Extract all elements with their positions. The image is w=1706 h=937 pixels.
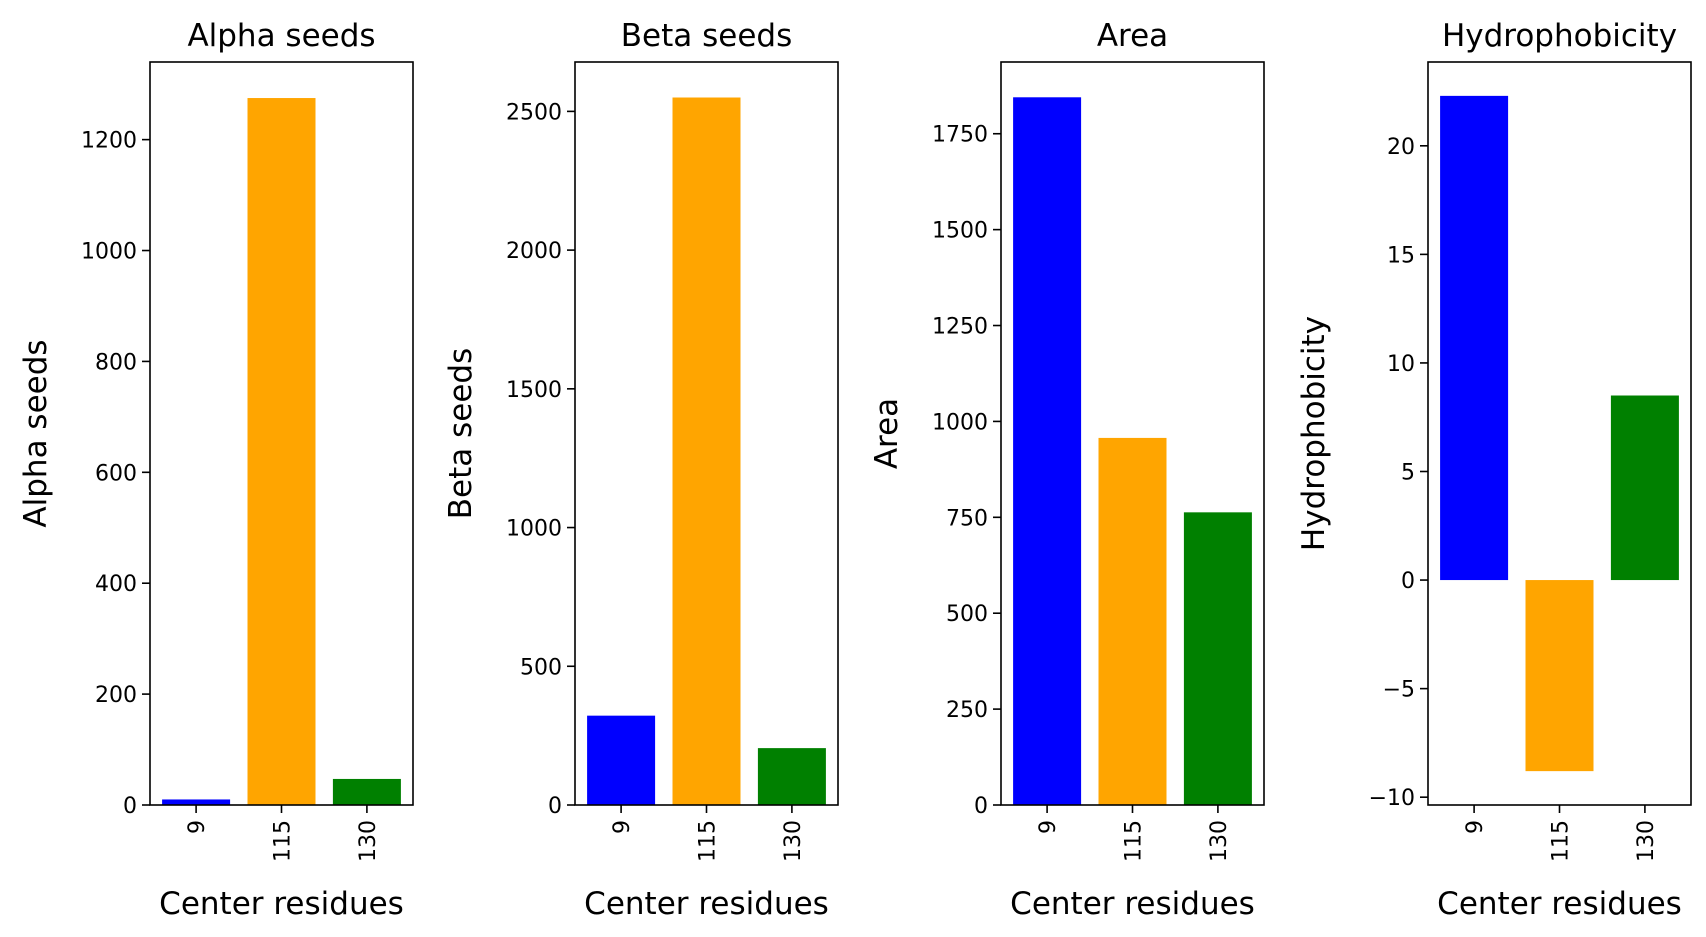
subplot-hydrophobicity: Hydrophobicity Center residues Hydrophob…	[1296, 18, 1692, 922]
x-axis-label: Center residues	[1010, 886, 1255, 922]
subplot-beta-seeds: Beta seeds Center residues Beta seeds 0 5…	[443, 18, 839, 922]
y-tick-label: 0	[974, 794, 988, 819]
y-tick-label: 1000	[506, 517, 562, 542]
subplot-area: Area Center residues Area 0 250 500 750 1000…	[869, 18, 1265, 922]
y-tick-label: 0	[123, 794, 137, 819]
y-tick-label: 200	[95, 683, 137, 708]
chart-title: Beta seeds	[621, 18, 792, 54]
y-tick-label: 500	[946, 602, 988, 627]
y-tick-label: 250	[946, 698, 988, 723]
y-tick-label: −5	[1383, 678, 1415, 703]
subplot-alpha-seeds: Alpha seeds Center residues Alpha seeds …	[18, 18, 414, 922]
y-axis-label: Hydrophobicity	[1296, 316, 1332, 551]
y-tick-label: 0	[1401, 569, 1415, 594]
x-axis-label: Center residues	[584, 886, 829, 922]
x-tick-label: 9	[1463, 820, 1488, 834]
y-tick-label: −10	[1369, 786, 1415, 811]
chart-title: Hydrophobicity	[1442, 18, 1677, 54]
x-tick-label: 130	[1634, 820, 1659, 862]
y-tick-label: 5	[1401, 460, 1415, 485]
y-tick-label: 20	[1387, 135, 1415, 160]
bar-115	[672, 97, 741, 805]
y-tick-label: 750	[946, 506, 988, 531]
x-tick-label: 9	[185, 820, 210, 834]
bar-130	[332, 778, 401, 805]
y-tick-label: 1750	[932, 123, 988, 148]
bar-130	[1183, 512, 1252, 805]
y-tick-label: 1000	[932, 410, 988, 435]
bar-9	[587, 715, 656, 805]
y-axis-label: Beta seeds	[443, 348, 479, 519]
y-tick-label: 2000	[506, 239, 562, 264]
x-tick-label: 115	[1122, 820, 1147, 862]
y-axis-label: Area	[869, 398, 905, 469]
x-axis-label: Center residues	[159, 886, 404, 922]
y-tick-label: 1250	[932, 315, 988, 340]
x-tick-label: 130	[781, 820, 806, 862]
bar-115	[1525, 580, 1594, 772]
bar-9	[1013, 97, 1082, 806]
bar-115	[1098, 437, 1167, 805]
bar-9	[1440, 95, 1509, 581]
y-tick-label: 1200	[81, 129, 137, 154]
x-tick-label: 9	[1036, 820, 1061, 834]
y-tick-label: 1500	[932, 219, 988, 244]
bar-9	[162, 799, 231, 805]
y-tick-label: 1500	[506, 378, 562, 403]
x-tick-label: 115	[271, 820, 296, 862]
y-tick-label: 2500	[506, 100, 562, 125]
x-tick-label: 115	[1549, 820, 1574, 862]
x-axis-label: Center residues	[1437, 886, 1682, 922]
y-tick-label: 0	[548, 794, 562, 819]
y-axis-label: Alpha seeds	[18, 339, 54, 527]
chart-title: Alpha seeds	[187, 18, 375, 54]
x-tick-label: 130	[1207, 820, 1232, 862]
y-tick-label: 800	[95, 350, 137, 375]
y-tick-label: 1000	[81, 240, 137, 265]
bar-130	[757, 748, 826, 805]
y-tick-label: 400	[95, 572, 137, 597]
y-tick-label: 500	[520, 655, 562, 680]
y-tick-label: 15	[1387, 243, 1415, 268]
chart-title: Area	[1097, 18, 1168, 54]
y-tick-label: 10	[1387, 352, 1415, 377]
x-tick-label: 130	[356, 820, 381, 862]
x-tick-label: 115	[696, 820, 721, 862]
bar-130	[1610, 395, 1679, 581]
y-tick-label: 600	[95, 461, 137, 486]
x-tick-label: 9	[610, 820, 635, 834]
bar-115	[247, 98, 316, 806]
